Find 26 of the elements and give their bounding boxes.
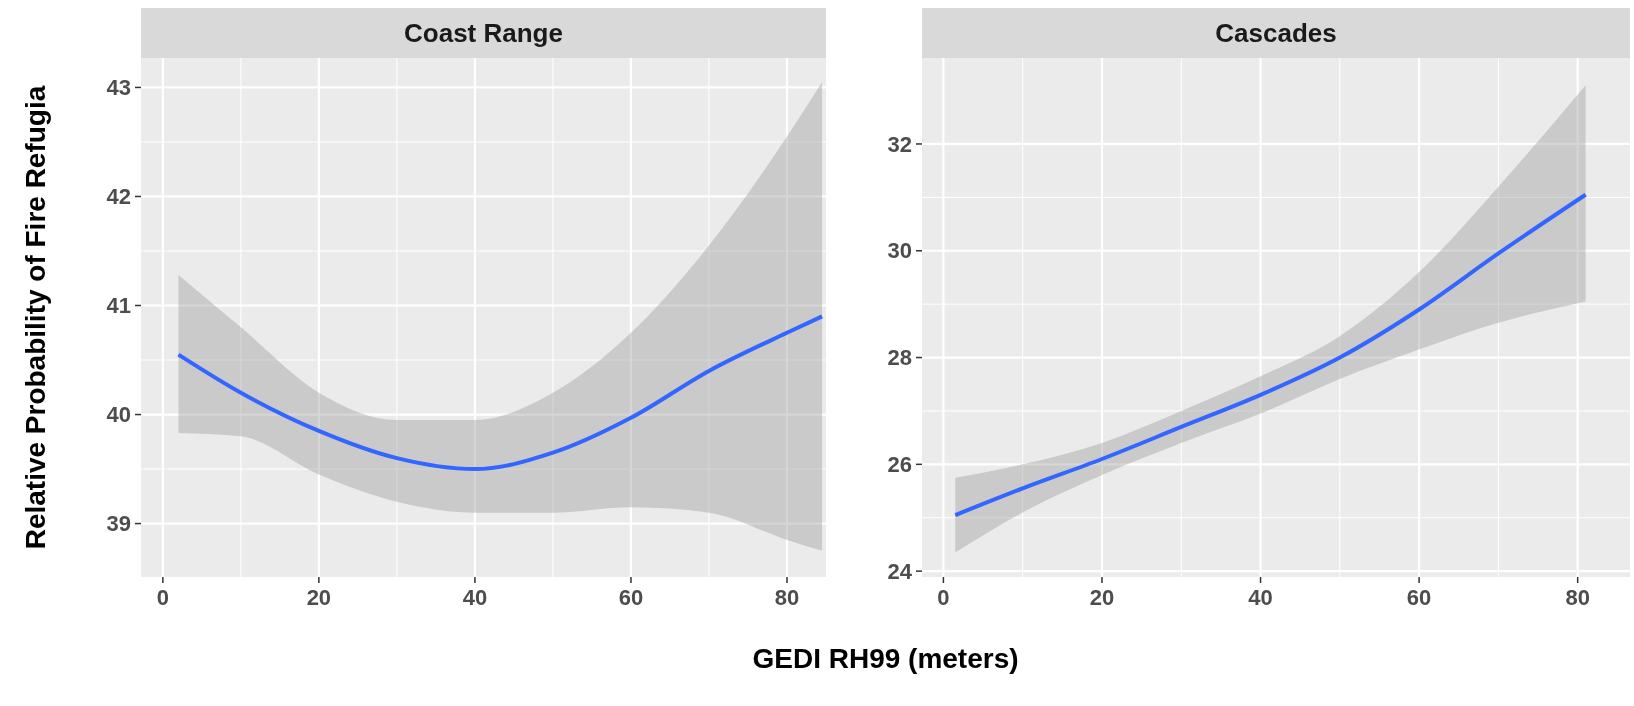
y-tick-label: 24: [887, 558, 913, 584]
y-tick-label: 39: [106, 511, 131, 537]
x-tick-label: 0: [937, 585, 950, 610]
x-tick-label: 40: [1248, 585, 1273, 610]
x-tick-label: 80: [1565, 585, 1590, 610]
y-tick-label: 26: [887, 452, 912, 478]
x-tick-label: 80: [774, 585, 800, 610]
y-tick-label: 40: [106, 402, 131, 428]
x-tick-label: 40: [462, 585, 488, 610]
x-tick-label: 20: [1089, 585, 1115, 610]
y-axis-title: Relative Probability of Fire Refugia: [20, 85, 51, 550]
chart-title: Cascades: [1215, 18, 1337, 49]
y-tick-label: 30: [887, 238, 912, 264]
x-tick-label: 60: [1406, 585, 1432, 610]
y-tick-label: 28: [887, 345, 912, 371]
y-tick-label: 42: [106, 184, 131, 210]
x-tick-label: 0: [156, 585, 169, 610]
y-tick-label: 32: [887, 131, 912, 157]
x-axis-title: GEDI RH99 (meters): [752, 643, 1019, 674]
y-tick-label: 41: [106, 293, 131, 319]
chart-title: Coast Range: [404, 18, 563, 49]
x-tick-label: 60: [618, 585, 644, 610]
x-tick-label: 20: [306, 585, 332, 610]
y-tick-label: 43: [106, 75, 131, 101]
line-series: [176, 314, 825, 472]
line-series: [953, 192, 1588, 518]
